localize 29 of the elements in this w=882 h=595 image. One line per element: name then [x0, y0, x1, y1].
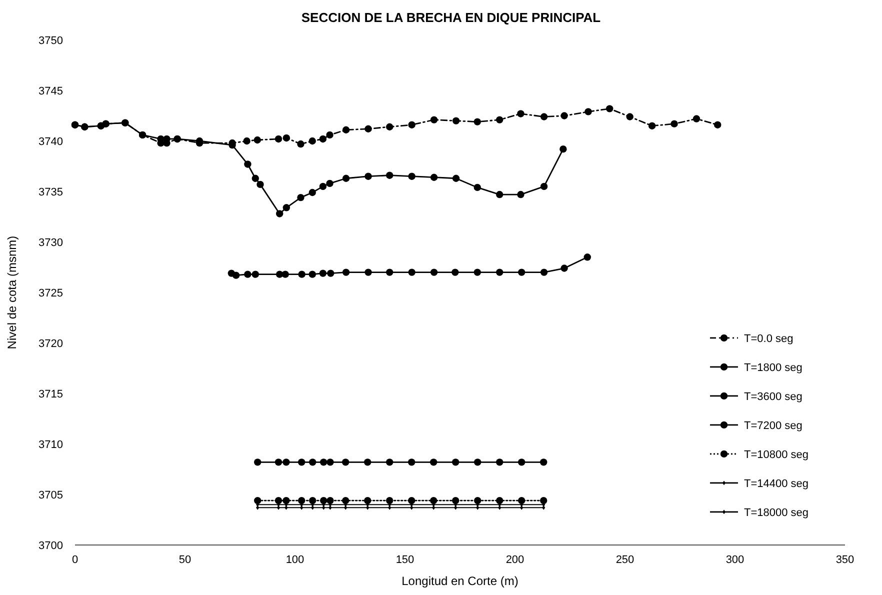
chart-title: SECCION DE LA BRECHA EN DIQUE PRINCIPAL [301, 10, 601, 25]
legend-label: T=3600 seg [744, 390, 802, 403]
legend-label: T=14400 seg [744, 478, 809, 490]
y-tick-label: 3725 [38, 288, 63, 300]
x-tick-label: 250 [616, 554, 634, 566]
y-tick-label: 3705 [38, 490, 63, 502]
y-tick-label: 3710 [38, 439, 63, 451]
legend-label: T=10800 seg [744, 448, 809, 461]
y-axis-title: Nivel de cota (msnm) [5, 236, 19, 350]
y-tick-label: 3735 [38, 186, 63, 198]
legend-label: T=1800 seg [744, 362, 802, 374]
x-tick-label: 300 [726, 554, 744, 566]
y-tick-label: 3745 [38, 86, 63, 98]
y-tick-label: 3700 [38, 540, 63, 552]
y-tick-label: 3720 [38, 338, 63, 350]
x-axis-title: Longitud en Corte (m) [402, 574, 518, 588]
y-tick-label: 3715 [38, 388, 63, 400]
y-tick-label: 3730 [38, 237, 63, 249]
legend-label: T=18000 seg [744, 506, 809, 519]
x-tick-label: 0 [72, 554, 78, 566]
x-tick-label: 350 [836, 554, 854, 566]
x-tick-label: 200 [506, 554, 524, 566]
y-tick-label: 3740 [38, 136, 63, 148]
x-tick-label: 50 [178, 554, 192, 566]
legend-label: T=7200 seg [744, 420, 802, 432]
legend-label: T=0.0 seg [744, 332, 794, 345]
y-tick-label: 3750 [38, 35, 63, 47]
x-tick-label: 100 [286, 554, 304, 566]
x-tick-label: 150 [396, 554, 414, 566]
